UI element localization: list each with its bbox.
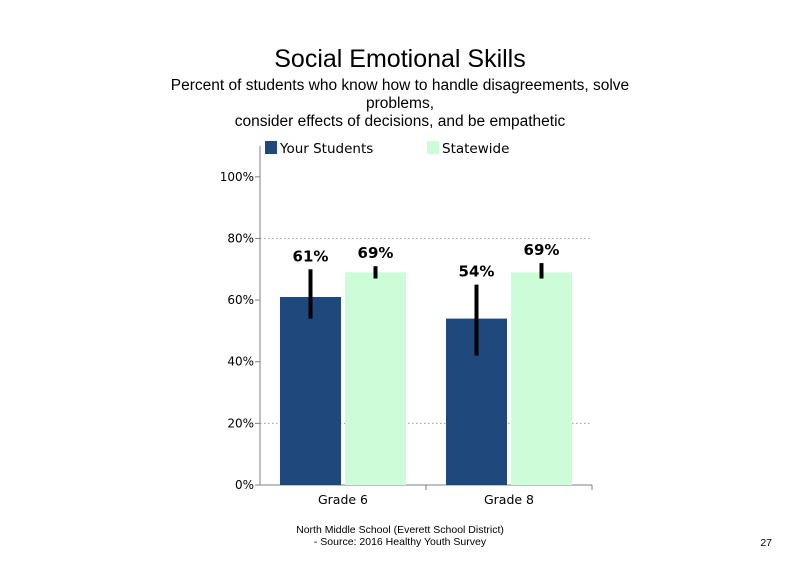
bar	[345, 272, 406, 485]
chart-subtitle: Percent of students who know how to hand…	[140, 77, 660, 131]
subtitle-line-2: problems,	[365, 95, 435, 112]
chart-title: Social Emotional Skills	[274, 45, 526, 73]
bar	[280, 297, 341, 485]
y-tick-label: 40%	[227, 355, 254, 369]
data-label: 54%	[459, 263, 495, 281]
legend-swatch	[427, 141, 439, 154]
footer-school: North Middle School (Everett School Dist…	[296, 524, 504, 536]
y-tick-label: 100%	[220, 170, 254, 184]
y-tick-label: 80%	[227, 231, 254, 245]
page-number: 27	[760, 537, 772, 549]
x-tick-label: Grade 6	[318, 492, 368, 507]
legend-label: Your Students	[279, 141, 373, 157]
subtitle-line-1: Percent of students who know how to hand…	[170, 77, 630, 94]
source-footer: North Middle School (Everett School Dist…	[250, 524, 550, 548]
legend-swatch	[265, 141, 277, 154]
data-label: 69%	[524, 241, 560, 259]
data-label: 69%	[358, 244, 394, 262]
data-label: 61%	[293, 247, 329, 265]
y-tick-label: 20%	[227, 416, 254, 430]
bar	[511, 272, 572, 485]
footer-source: - Source: 2016 Healthy Youth Survey	[313, 536, 487, 548]
y-tick-label: 60%	[227, 293, 254, 307]
y-tick-label: 0%	[235, 478, 254, 492]
subtitle-line-3: consider effects of decisions, and be em…	[234, 113, 566, 130]
x-tick-label: Grade 8	[484, 492, 534, 507]
legend-label: Statewide	[442, 141, 509, 157]
